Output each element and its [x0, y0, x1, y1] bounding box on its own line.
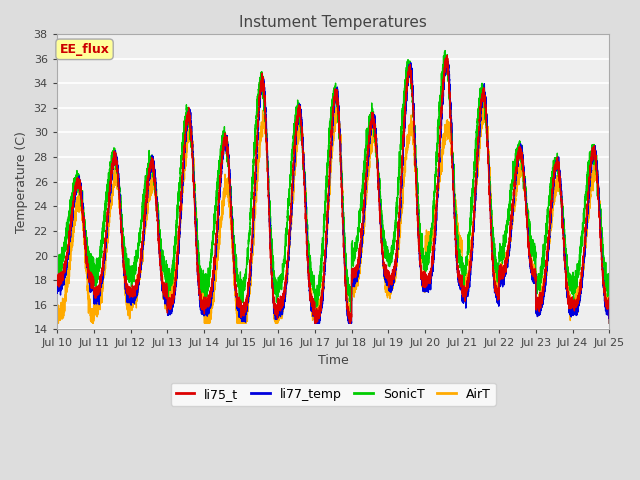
- X-axis label: Time: Time: [318, 354, 349, 367]
- Title: Instument Temperatures: Instument Temperatures: [239, 15, 427, 30]
- Y-axis label: Temperature (C): Temperature (C): [15, 131, 28, 233]
- Legend: li75_t, li77_temp, SonicT, AirT: li75_t, li77_temp, SonicT, AirT: [171, 383, 496, 406]
- Text: EE_flux: EE_flux: [60, 43, 109, 56]
